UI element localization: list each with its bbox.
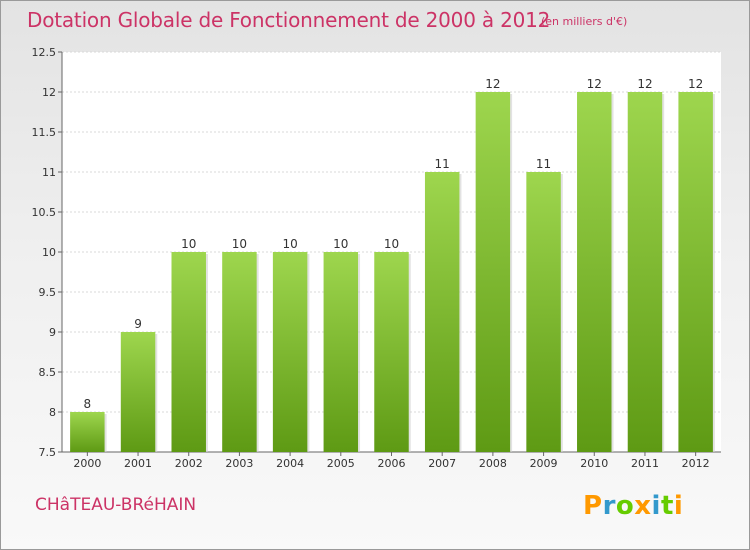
x-tick-label: 2011 (631, 457, 659, 470)
bar (424, 172, 460, 452)
proxiti-logo: Proxiti (583, 491, 684, 521)
bar (272, 252, 308, 452)
x-tick-label: 2004 (276, 457, 304, 470)
bar (120, 332, 156, 452)
data-label: 11 (536, 157, 551, 171)
bar (577, 92, 612, 452)
bar (323, 252, 359, 452)
bar (70, 412, 105, 452)
x-tick-label: 2005 (327, 457, 355, 470)
x-tick-label: 2007 (428, 457, 456, 470)
y-tick-label: 10 (42, 246, 56, 259)
chart-title: Dotation Globale de Fonctionnement de 20… (27, 8, 551, 32)
data-label: 10 (333, 237, 348, 251)
data-label: 8 (84, 397, 92, 411)
data-label: 12 (637, 77, 652, 91)
x-tick-label: 2003 (225, 457, 253, 470)
x-tick-label: 2008 (479, 457, 507, 470)
data-label: 11 (435, 157, 450, 171)
x-tick-label: 2006 (378, 457, 406, 470)
y-tick-label: 11.5 (32, 126, 57, 139)
bar (222, 252, 257, 452)
y-tick-label: 9.5 (39, 286, 57, 299)
y-tick-label: 7.5 (39, 446, 57, 459)
bar (627, 92, 663, 452)
y-tick-label: 12 (42, 86, 56, 99)
x-tick-label: 2010 (580, 457, 608, 470)
x-tick-label: 2001 (124, 457, 152, 470)
data-label: 10 (181, 237, 196, 251)
data-label: 12 (587, 77, 602, 91)
y-tick-label: 12.5 (32, 46, 57, 59)
bar (526, 172, 561, 452)
bar (678, 92, 713, 452)
y-tick-label: 8.5 (39, 366, 57, 379)
x-tick-label: 2000 (73, 457, 101, 470)
y-tick-label: 11 (42, 166, 56, 179)
y-tick-label: 8 (49, 406, 56, 419)
x-tick-label: 2012 (682, 457, 710, 470)
commune-name: CHâTEAU-BRéHAIN (35, 495, 197, 515)
data-label: 12 (688, 77, 703, 91)
x-tick-label: 2002 (175, 457, 203, 470)
y-tick-label: 9 (49, 326, 56, 339)
data-label: 10 (232, 237, 247, 251)
chart-subtitle: (en milliers d'€) (541, 15, 628, 28)
data-label: 10 (282, 237, 297, 251)
y-tick-label: 10.5 (32, 206, 57, 219)
bar (171, 252, 206, 452)
data-label: 12 (485, 77, 500, 91)
x-tick-label: 2009 (530, 457, 558, 470)
bar (374, 252, 409, 452)
data-label: 10 (384, 237, 399, 251)
bar (475, 92, 511, 452)
data-label: 9 (134, 317, 142, 331)
